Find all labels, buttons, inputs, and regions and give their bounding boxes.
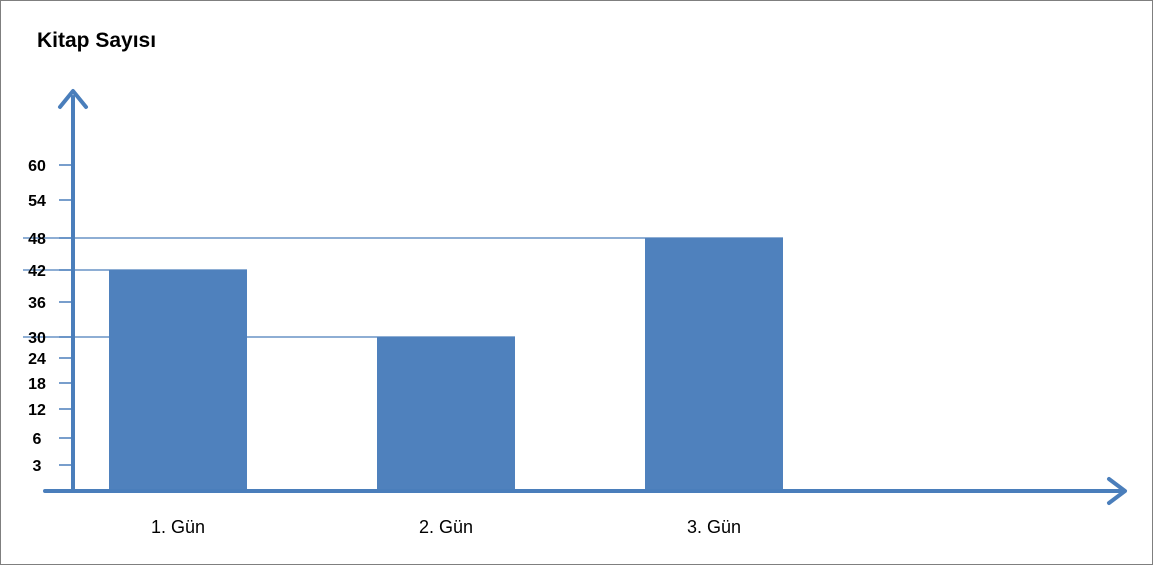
x-category-label-2: 2. Gün xyxy=(419,517,473,537)
y-tick-label-24: 24 xyxy=(28,351,46,368)
bar-3 xyxy=(645,238,783,491)
y-tick-label-3: 3 xyxy=(33,458,42,475)
x-category-label-1: 1. Gün xyxy=(151,517,205,537)
bar-2 xyxy=(377,337,515,491)
y-tick-label-30: 30 xyxy=(28,330,46,347)
bar-1 xyxy=(109,270,247,491)
y-axis-arrow xyxy=(58,89,88,109)
y-tick-label-36: 36 xyxy=(28,295,46,312)
y-tick-label-12: 12 xyxy=(28,402,46,419)
y-tick-label-18: 18 xyxy=(28,376,46,393)
y-tick-label-48: 48 xyxy=(28,231,46,248)
y-tick-label-54: 54 xyxy=(28,193,46,210)
y-tick-label-60: 60 xyxy=(28,158,46,175)
y-tick-label-6: 6 xyxy=(33,431,42,448)
x-category-label-3: 3. Gün xyxy=(687,517,741,537)
x-axis-arrow xyxy=(1107,477,1127,505)
y-tick-label-42: 42 xyxy=(28,263,46,280)
chart-title: Kitap Sayısı xyxy=(37,29,157,52)
